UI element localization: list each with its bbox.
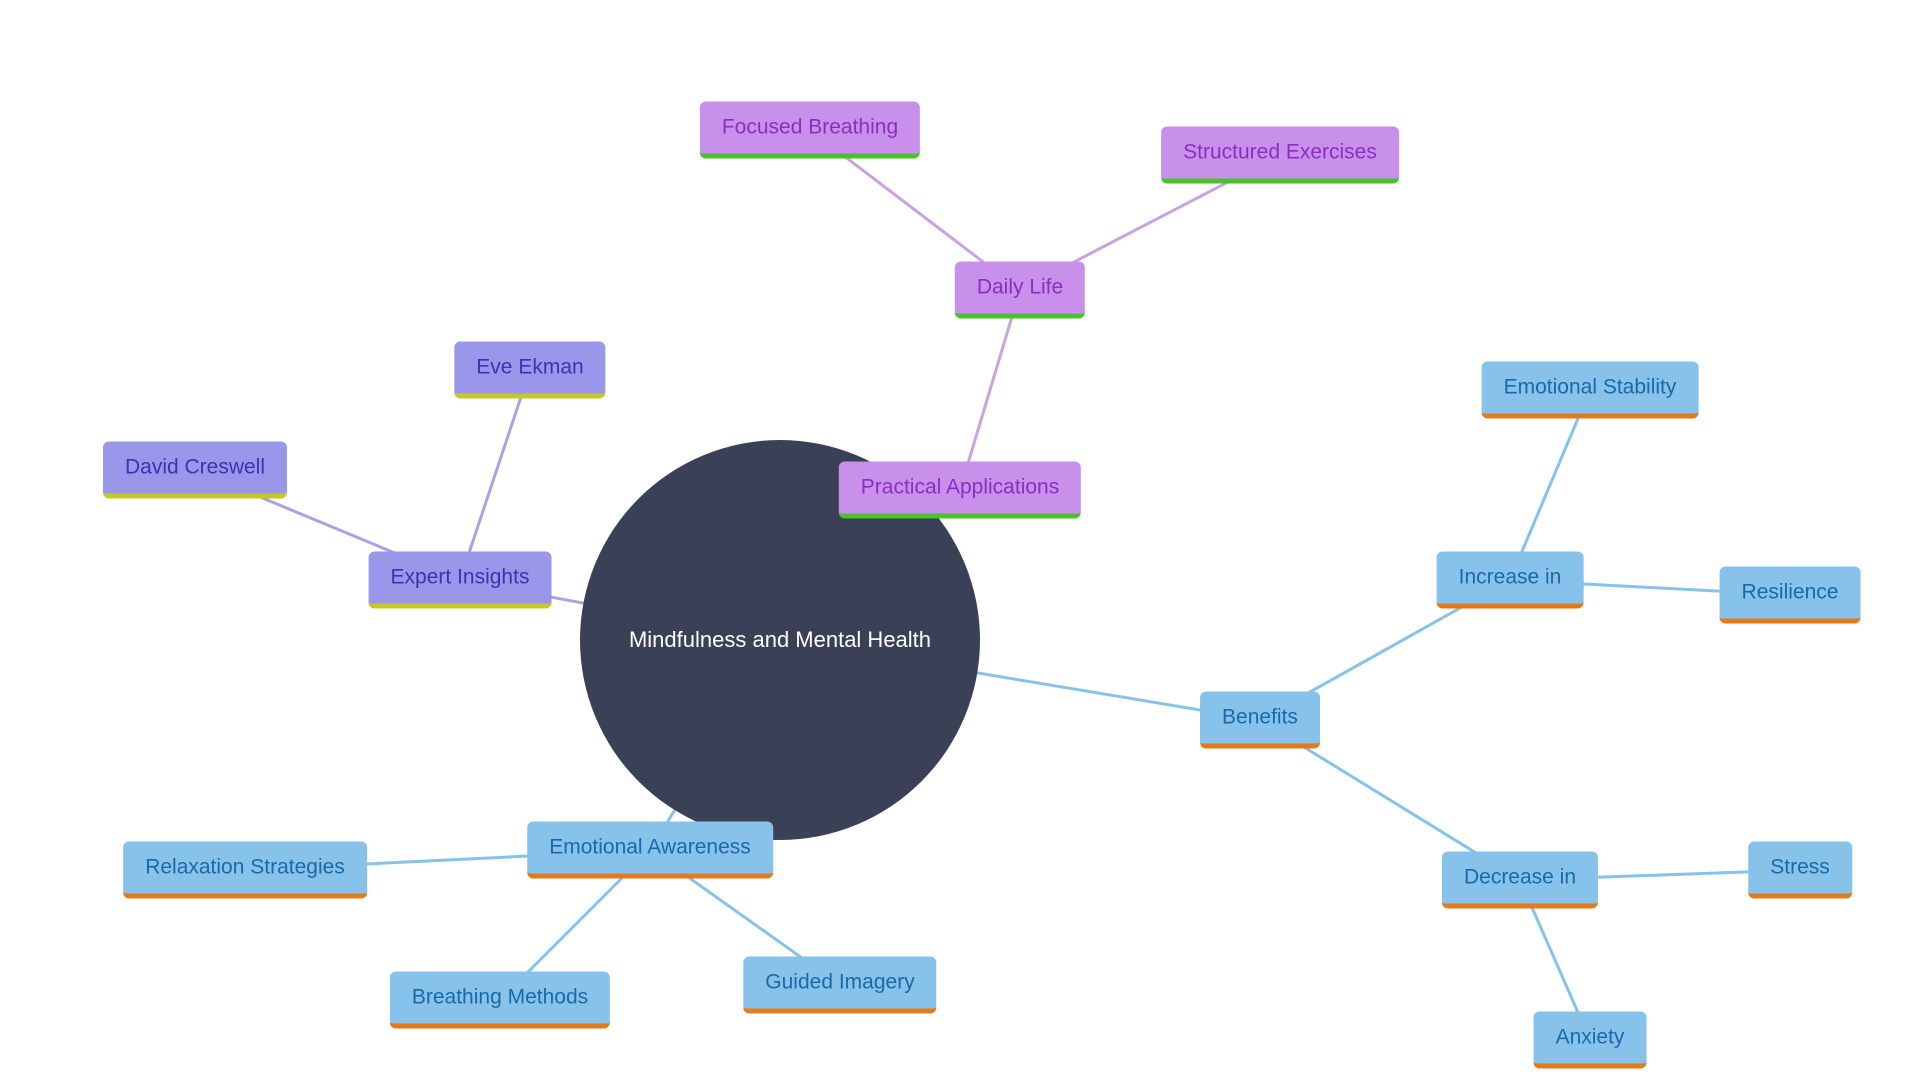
mindmap-node: David Creswell bbox=[103, 442, 287, 499]
mindmap-node: Stress bbox=[1748, 842, 1852, 899]
node-label: Practical Applications bbox=[861, 476, 1059, 499]
node-label: Increase in bbox=[1459, 566, 1562, 589]
node-label: Expert Insights bbox=[391, 566, 530, 589]
mindmap-node: Structured Exercises bbox=[1161, 127, 1399, 184]
node-label: Breathing Methods bbox=[412, 986, 588, 1009]
mindmap-canvas: Mindfulness and Mental Health Benefits In… bbox=[0, 0, 1920, 1080]
node-label: Emotional Stability bbox=[1504, 376, 1677, 399]
mindmap-node: Benefits bbox=[1200, 692, 1320, 749]
mindmap-node: Anxiety bbox=[1534, 1012, 1647, 1069]
node-label: Structured Exercises bbox=[1183, 141, 1377, 164]
node-label: David Creswell bbox=[125, 456, 265, 479]
node-label: Stress bbox=[1770, 856, 1830, 879]
node-label: Anxiety bbox=[1556, 1026, 1625, 1049]
mindmap-node: Emotional Awareness bbox=[527, 822, 773, 879]
mindmap-node: Daily Life bbox=[955, 262, 1085, 319]
mindmap-node: Focused Breathing bbox=[700, 102, 920, 159]
node-label: Daily Life bbox=[977, 276, 1063, 299]
mindmap-node: Resilience bbox=[1720, 567, 1861, 624]
node-label: Eve Ekman bbox=[476, 356, 583, 379]
node-label: Relaxation Strategies bbox=[145, 856, 345, 879]
node-label: Benefits bbox=[1222, 706, 1298, 729]
mindmap-node: Breathing Methods bbox=[390, 972, 610, 1029]
mindmap-node: Emotional Stability bbox=[1482, 362, 1699, 419]
edge-layer bbox=[0, 0, 1920, 1080]
node-label: Emotional Awareness bbox=[549, 836, 751, 859]
node-label: Guided Imagery bbox=[765, 971, 914, 994]
node-label: Resilience bbox=[1742, 581, 1839, 604]
center-label: Mindfulness and Mental Health bbox=[629, 627, 931, 653]
mindmap-node: Practical Applications bbox=[839, 462, 1081, 519]
node-label: Decrease in bbox=[1464, 866, 1576, 889]
mindmap-node: Decrease in bbox=[1442, 852, 1598, 909]
edge bbox=[460, 370, 530, 580]
edge bbox=[960, 290, 1020, 490]
mindmap-node: Eve Ekman bbox=[454, 342, 605, 399]
mindmap-node: Guided Imagery bbox=[743, 957, 936, 1014]
mindmap-node: Relaxation Strategies bbox=[123, 842, 367, 899]
mindmap-node: Expert Insights bbox=[369, 552, 552, 609]
node-label: Focused Breathing bbox=[722, 116, 898, 139]
mindmap-node: Increase in bbox=[1437, 552, 1584, 609]
